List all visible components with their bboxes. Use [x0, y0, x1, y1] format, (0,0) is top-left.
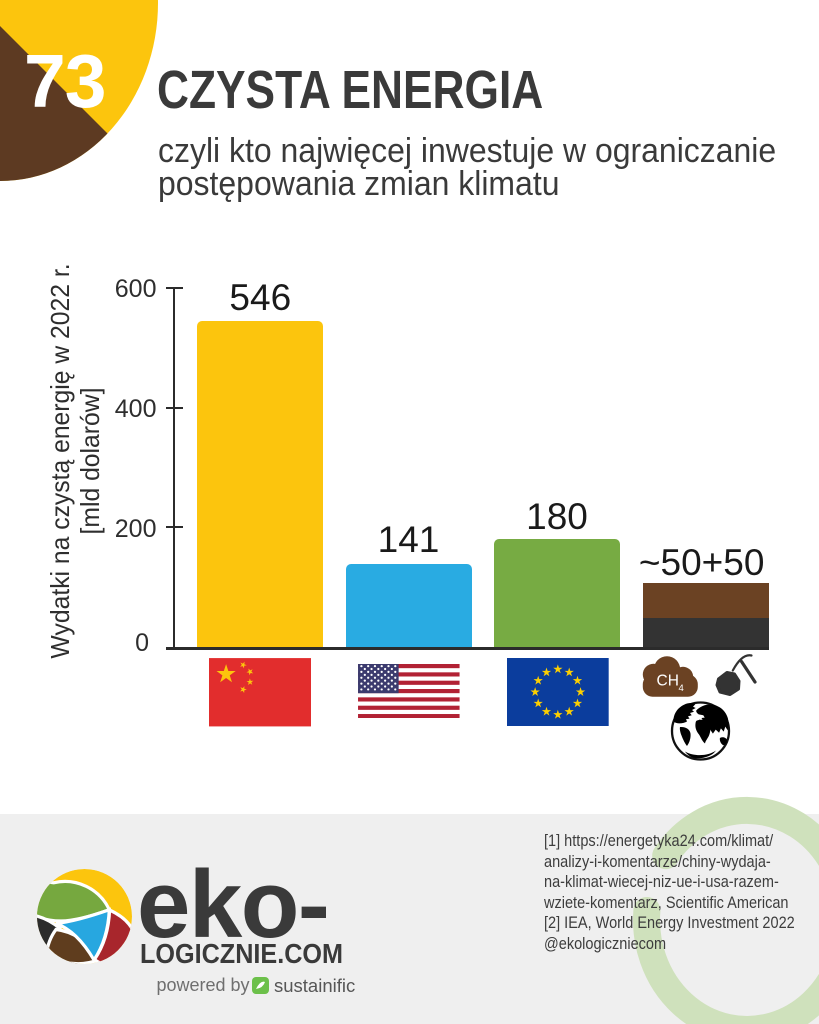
- svg-text:CH: CH: [657, 673, 679, 690]
- svg-text:4: 4: [679, 683, 684, 694]
